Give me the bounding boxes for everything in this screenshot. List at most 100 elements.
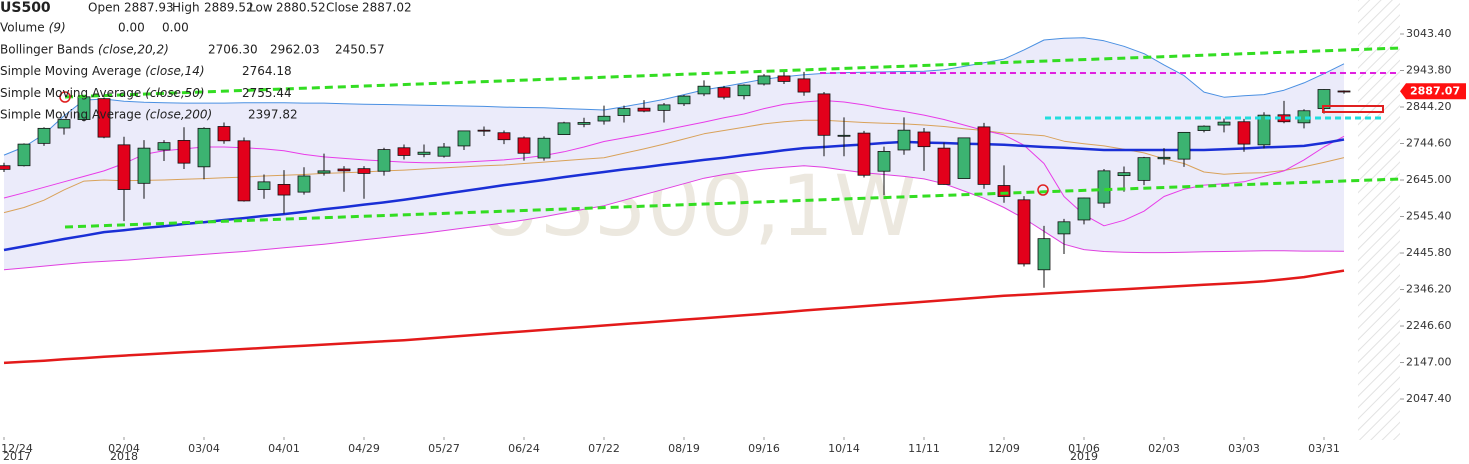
price-tag: 2887.07 bbox=[1410, 84, 1460, 97]
candle-body bbox=[37, 127, 51, 144]
candle-body bbox=[137, 147, 151, 184]
x-year-label: 2018 bbox=[110, 450, 138, 463]
marker bbox=[1037, 184, 1049, 196]
legend-value: 2397.82 bbox=[248, 108, 298, 122]
legend-value: 2755.44 bbox=[242, 86, 292, 100]
candle-body bbox=[1017, 199, 1031, 265]
candle-body bbox=[1237, 121, 1251, 145]
candle-body bbox=[1257, 114, 1271, 146]
candle-body bbox=[437, 146, 451, 157]
y-tick-label: 2844.20 bbox=[1406, 100, 1452, 113]
x-tick-label: 03/03 bbox=[1228, 442, 1260, 455]
candle-body bbox=[297, 175, 311, 193]
legend-value: 0.00 bbox=[118, 21, 145, 35]
x-year-label: 2017 bbox=[3, 450, 31, 463]
y-tick-label: 2645.00 bbox=[1406, 173, 1452, 186]
legend-name: Volume bbox=[0, 21, 45, 35]
candle-body bbox=[97, 98, 111, 138]
candle-body bbox=[617, 108, 631, 116]
x-tick-label: 07/22 bbox=[588, 442, 620, 455]
x-tick-label: 12/24 bbox=[1, 442, 33, 455]
indicator-line bbox=[3, 100, 1345, 227]
symbol: US500 bbox=[0, 0, 51, 16]
candle-body bbox=[457, 130, 471, 147]
candle-body bbox=[117, 144, 131, 190]
price-tag-bg bbox=[1400, 83, 1466, 100]
drawings bbox=[59, 46, 1401, 229]
x-tick-label: 04/29 bbox=[348, 442, 380, 455]
candle-body bbox=[1177, 131, 1191, 160]
x-tick-label: 10/14 bbox=[828, 442, 860, 455]
candle-body bbox=[257, 181, 271, 190]
indicator-line bbox=[3, 269, 1345, 365]
legend-name: Simple Moving Average bbox=[0, 86, 141, 100]
candle-body bbox=[17, 143, 31, 167]
legend-params: (close,14) bbox=[145, 64, 204, 78]
ohlc-label: High bbox=[172, 1, 200, 15]
candle-body bbox=[57, 119, 71, 129]
candle-body bbox=[1097, 170, 1111, 204]
candle-body bbox=[917, 131, 931, 148]
ohlc-label: Close bbox=[326, 1, 359, 15]
legend-value: 2450.57 bbox=[335, 42, 385, 56]
ohlc-value: 2880.52 bbox=[276, 1, 326, 15]
candle-body bbox=[1157, 156, 1171, 160]
candle-body bbox=[157, 142, 171, 151]
candle-body bbox=[1217, 121, 1231, 126]
candle-body bbox=[957, 137, 971, 179]
ohlc-value: 2887.02 bbox=[362, 1, 412, 15]
x-tick-label: 05/27 bbox=[428, 442, 460, 455]
candle-body bbox=[497, 132, 511, 141]
candle-body bbox=[937, 147, 951, 185]
legend-value: 2706.30 bbox=[208, 42, 258, 56]
y-tick-label: 3043.40 bbox=[1406, 27, 1452, 40]
y-tick-label: 2047.40 bbox=[1406, 392, 1452, 405]
candle-body bbox=[737, 84, 751, 97]
candle-body bbox=[237, 140, 251, 202]
ohlc-value: 2889.52 bbox=[204, 1, 254, 15]
indicator-line bbox=[3, 165, 1345, 271]
candle-body bbox=[417, 151, 431, 155]
candle-body bbox=[1077, 197, 1091, 221]
x-tick-label: 08/19 bbox=[668, 442, 700, 455]
candle-body bbox=[1117, 172, 1131, 177]
candle-body bbox=[637, 107, 651, 112]
candle-body bbox=[777, 75, 791, 82]
axes: 3043.40 2943.80 2844.20 2744.60 2645.00 2545.… bbox=[1, 27, 1466, 463]
candle-body bbox=[0, 165, 11, 170]
candle-body bbox=[717, 87, 731, 98]
candle-body bbox=[677, 95, 691, 105]
legend-value: 2764.18 bbox=[242, 64, 292, 78]
ohlc-value: 2887.93 bbox=[124, 1, 174, 15]
x-tick-label: 03/04 bbox=[188, 442, 220, 455]
x-tick-label: 04/01 bbox=[268, 442, 300, 455]
candle-body bbox=[697, 85, 711, 95]
candle-body bbox=[397, 147, 411, 156]
y-tick-label: 2943.80 bbox=[1406, 64, 1452, 77]
x-tick-label: 06/24 bbox=[508, 442, 540, 455]
legend-params: (close,200) bbox=[145, 108, 212, 122]
x-year-label: 2019 bbox=[1070, 450, 1098, 463]
plot-area bbox=[0, 37, 1351, 365]
candle-body bbox=[317, 170, 331, 174]
candle-body bbox=[197, 127, 211, 168]
candle-body bbox=[817, 93, 831, 136]
candle-body bbox=[797, 78, 811, 93]
candle-body bbox=[1057, 221, 1071, 235]
candle-body bbox=[657, 104, 671, 111]
legend-value: 0.00 bbox=[162, 21, 189, 35]
y-tick-label: 2545.40 bbox=[1406, 210, 1452, 223]
candle-body bbox=[877, 151, 891, 172]
candle-body bbox=[357, 168, 371, 174]
x-tick-label: 02/03 bbox=[1148, 442, 1180, 455]
marker bbox=[59, 91, 71, 103]
indicator-line bbox=[3, 119, 1345, 214]
legend-name: Simple Moving Average bbox=[0, 64, 141, 78]
candle-body bbox=[597, 115, 611, 122]
y-tick-label: 2445.80 bbox=[1406, 246, 1452, 259]
ohlc-label: Low bbox=[249, 1, 273, 15]
candle-body bbox=[837, 134, 851, 137]
x-tick-label: 03/31 bbox=[1308, 442, 1340, 455]
